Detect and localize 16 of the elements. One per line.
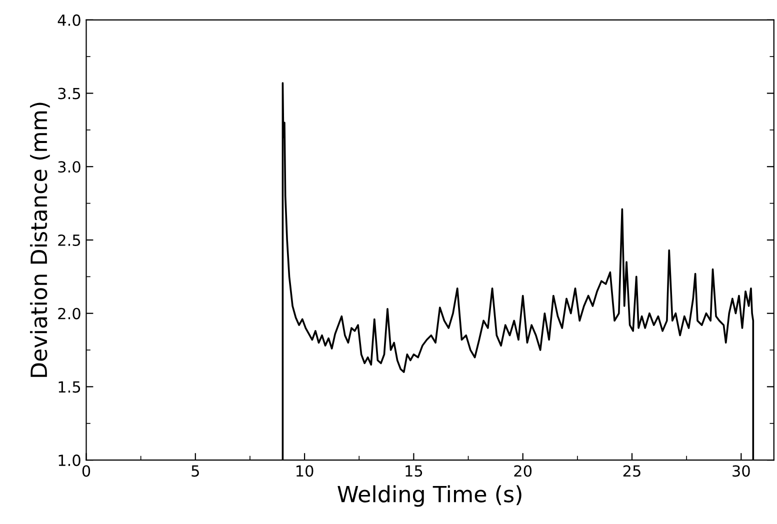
- y-axis-title: Deviation Distance (mm): [30, 102, 50, 377]
- x-tick-label: 20: [514, 465, 532, 477]
- y-tick-label: 3.5: [58, 88, 80, 100]
- y-tick-label: 2.0: [58, 308, 80, 320]
- x-tick-label: 25: [623, 465, 640, 477]
- x-tick-label: 5: [192, 465, 199, 477]
- y-tick-label: 3.0: [58, 161, 80, 173]
- x-tick-label: 10: [296, 465, 314, 477]
- y-tick-label: 1.0: [58, 454, 80, 466]
- x-axis-title: Welding Time (s): [338, 485, 522, 507]
- x-tick-label: 0: [82, 465, 90, 477]
- x-tick-label: 30: [732, 465, 750, 477]
- y-tick-label: 2.5: [58, 234, 80, 246]
- y-tick-label: 1.5: [58, 381, 80, 393]
- y-tick-label: 4.0: [58, 14, 80, 26]
- x-tick-label: 15: [406, 465, 422, 477]
